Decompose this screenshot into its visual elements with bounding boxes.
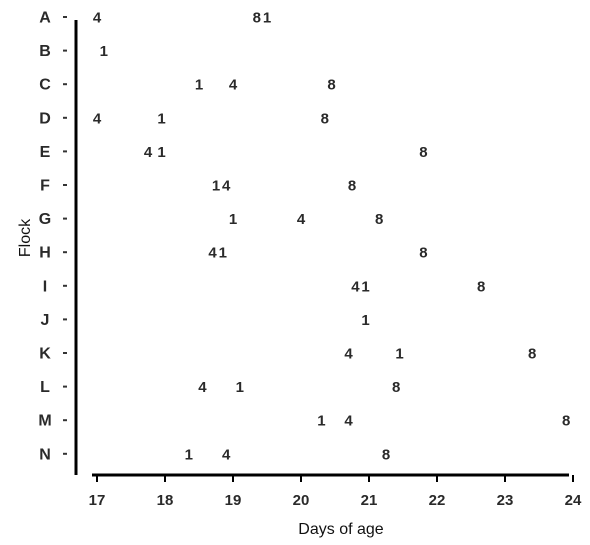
data-point-marker: 4 [144,144,153,161]
x-tick-label-19: 19 [225,492,242,509]
flock-label-k: K [39,346,51,363]
flock-label-c: C [39,77,51,94]
x-tick-labels: 17 18 19 20 21 22 23 24 [89,492,582,509]
flock-label-i: I [43,278,47,295]
y-axis-title: Flock [17,218,34,257]
data-point-marker: 1 [361,312,369,329]
data-point-marker: 4 [344,413,353,430]
x-tick-label-23: 23 [497,492,514,509]
data-point-marker: 8 [477,278,485,295]
x-axis-title: Days of age [298,521,383,538]
x-tick-label-22: 22 [429,492,446,509]
flock-label-l: L [40,379,50,396]
x-tick-marks [96,475,574,482]
data-point-marker: 4 [93,110,102,127]
data-point-marker: 1 [361,278,369,295]
data-point-marker: 1 [157,110,165,127]
data-point-marker: 4 [229,77,238,94]
data-point-marker: 1 [157,144,165,161]
flock-label-a: A [39,10,51,27]
flock-label-j: J [41,312,50,329]
data-point-marker: 8 [392,379,400,396]
data-point-marker: 1 [229,211,237,228]
flock-label-h: H [39,245,51,262]
data-point-marker: 8 [528,346,536,363]
flock-label-f: F [40,178,50,195]
flock-label-e: E [40,144,51,161]
x-tick-label-20: 20 [293,492,310,509]
data-point-marker: 1 [185,446,193,463]
data-point-marker: 1 [100,43,108,60]
data-point-marker: 8 [253,10,261,27]
data-point-marker: 4 [351,278,360,295]
data-point-marker: 1 [395,346,403,363]
x-tick-label-18: 18 [157,492,174,509]
data-point-marker: 4 [93,10,102,27]
x-tick-label-17: 17 [89,492,106,509]
data-point-marker: 8 [375,211,383,228]
flock-label-b: B [39,43,51,60]
flock-label-g: G [39,211,51,228]
data-point-marker: 1 [317,413,325,430]
data-point-marker: 1 [219,245,227,262]
flock-label-m: M [38,413,51,430]
y-tick-marks [63,16,67,455]
data-point-marker: 1 [236,379,244,396]
data-point-marker: 8 [382,446,390,463]
data-point-marker: 8 [321,110,329,127]
data-point-marker: 8 [419,245,427,262]
data-point-marker: 8 [348,178,356,195]
x-tick-label-24: 24 [565,492,582,509]
data-point-marker: 1 [263,10,271,27]
data-point-marker: 8 [327,77,335,94]
data-point-marker: 4 [344,346,353,363]
data-point-marker: 4 [297,211,306,228]
data-point-marker: 4 [222,446,231,463]
data-point-marker: 4 [222,178,231,195]
data-point-marker: 4 [198,379,207,396]
data-point-marker: 1 [195,77,203,94]
data-point-marker: 4 [208,245,217,262]
x-tick-label-21: 21 [361,492,378,509]
flock-label-d: D [39,110,51,127]
data-point-marker: 1 [212,178,220,195]
data-markers: 4 8 111 4 84 1 84 1 81 4 81 4 84 1 84 1 814 1 84 1 81 4 81 4 8 [93,10,571,464]
data-point-marker: 8 [562,413,570,430]
data-point-marker: 8 [419,144,427,161]
flock-label-n: N [39,446,51,463]
